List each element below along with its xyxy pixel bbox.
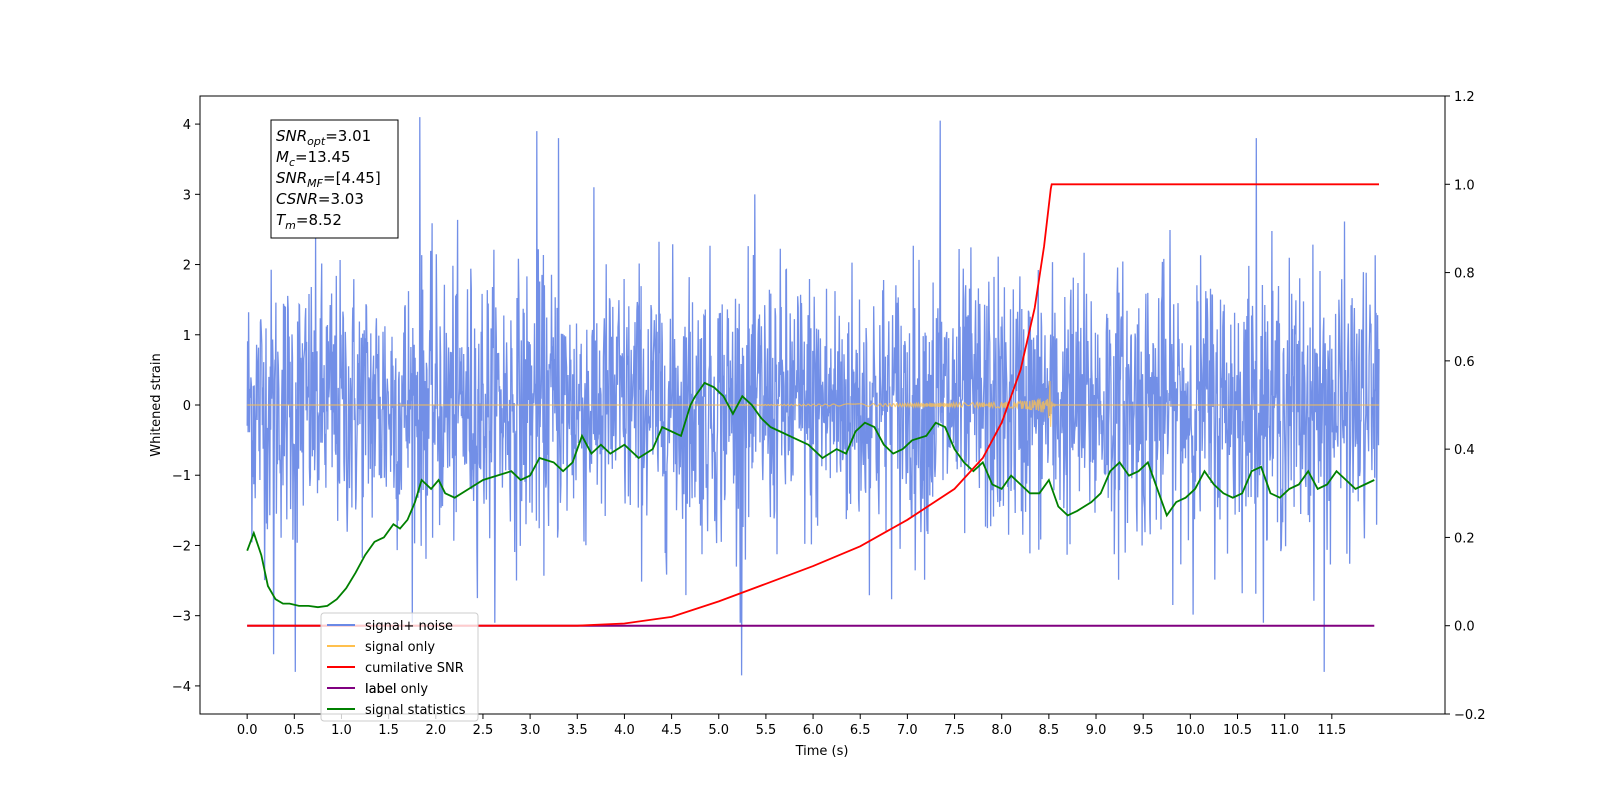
stats-line: SNRMF=[4.45] bbox=[276, 169, 381, 190]
legend: label only signal+ noise signal only cumil… bbox=[320, 612, 479, 722]
y-tick-label: 4 bbox=[183, 118, 191, 133]
y-tick-label: −3 bbox=[172, 610, 191, 625]
x-tick-label: 6.0 bbox=[803, 723, 824, 738]
legend-entry-label: signal+ noise bbox=[365, 619, 453, 634]
x-tick-label: 9.0 bbox=[1086, 723, 1107, 738]
x-tick-label: 6.5 bbox=[850, 723, 871, 738]
legend-frame bbox=[320, 612, 479, 722]
x-tick-label: 5.5 bbox=[756, 723, 777, 738]
x-tick-label: 5.0 bbox=[708, 723, 729, 738]
x-tick-label: 11.5 bbox=[1317, 723, 1346, 738]
stats-line: Tm=8.52 bbox=[276, 211, 342, 232]
x-axis-label: Time (s) bbox=[795, 744, 849, 759]
x-tick-label: 10.5 bbox=[1223, 723, 1252, 738]
y2-tick-label: 0.4 bbox=[1454, 443, 1475, 458]
y2-tick-label: 0.8 bbox=[1454, 267, 1475, 282]
x-tick-label: 4.5 bbox=[661, 723, 682, 738]
x-tick-label: 3.0 bbox=[520, 723, 541, 738]
y-axis-label: Whitened strain bbox=[149, 353, 164, 456]
y-axis-right: 1.2 1.0 0.8 0.6 0.4 0.2 0.0 −0.2 bbox=[1445, 90, 1486, 723]
y-tick-label: 2 bbox=[183, 259, 191, 274]
y2-tick-label: 1.2 bbox=[1454, 90, 1475, 105]
y-tick-label: 0 bbox=[183, 399, 191, 414]
stats-box: SNRopt=3.01Mc=13.45SNRMF=[4.45]CSNR=3.03… bbox=[270, 119, 399, 239]
y2-tick-label: 0.2 bbox=[1454, 531, 1475, 546]
x-tick-label: 8.5 bbox=[1039, 723, 1060, 738]
legend-hidden-text: label only bbox=[365, 682, 428, 697]
y-tick-label: −2 bbox=[172, 539, 191, 554]
y2-tick-label: 0.6 bbox=[1454, 355, 1475, 370]
series-signal-only-line bbox=[247, 380, 1379, 427]
y-tick-label: 1 bbox=[183, 329, 191, 344]
stats-line: CSNR=3.03 bbox=[276, 190, 364, 208]
legend-entry-label: signal statistics bbox=[365, 703, 466, 718]
y-axis-left: 4 3 2 1 0 −1 −2 −3 −4 bbox=[172, 118, 200, 695]
y-tick-label: −1 bbox=[172, 469, 191, 484]
y-tick-label: 3 bbox=[183, 188, 191, 203]
y-tick-label: −4 bbox=[172, 680, 191, 695]
x-tick-label: 3.5 bbox=[567, 723, 588, 738]
series-cumulative-snr-line bbox=[247, 183, 1379, 627]
stats-box-frame bbox=[270, 119, 399, 239]
x-tick-label: 1.5 bbox=[378, 723, 399, 738]
x-axis: 0.0 0.5 1.0 1.5 2.0 2.5 3.0 3.5 4.0 4.5 5.0 5.5 6.0 6… bbox=[237, 714, 1346, 738]
x-tick-label: 7.5 bbox=[944, 723, 965, 738]
x-tick-label: 11.0 bbox=[1270, 723, 1299, 738]
stats-line: Mc=13.45 bbox=[276, 148, 351, 169]
series-signal-statistics-line bbox=[246, 381, 1375, 609]
y2-tick-label: 0.0 bbox=[1454, 620, 1475, 635]
x-tick-label: 7.0 bbox=[897, 723, 918, 738]
x-tick-label: 2.5 bbox=[473, 723, 494, 738]
x-tick-label: 10.0 bbox=[1176, 723, 1205, 738]
y2-tick-label: −0.2 bbox=[1454, 708, 1486, 723]
stats-line: SNRopt=3.01 bbox=[276, 127, 371, 148]
x-tick-label: 0.0 bbox=[237, 723, 258, 738]
legend-entry-label: signal only bbox=[365, 640, 435, 655]
x-tick-label: 4.0 bbox=[614, 723, 635, 738]
x-tick-label: 2.0 bbox=[425, 723, 446, 738]
series-signal-noise-line bbox=[246, 117, 1380, 676]
legend-entry-label: cumilative SNR bbox=[365, 661, 464, 676]
x-tick-label: 8.0 bbox=[991, 723, 1012, 738]
x-tick-label: 1.0 bbox=[331, 723, 352, 738]
x-tick-label: 9.5 bbox=[1133, 723, 1154, 738]
x-tick-label: 0.5 bbox=[284, 723, 305, 738]
y2-tick-label: 1.0 bbox=[1454, 178, 1475, 193]
legend-entry-label: label bbox=[365, 682, 396, 697]
